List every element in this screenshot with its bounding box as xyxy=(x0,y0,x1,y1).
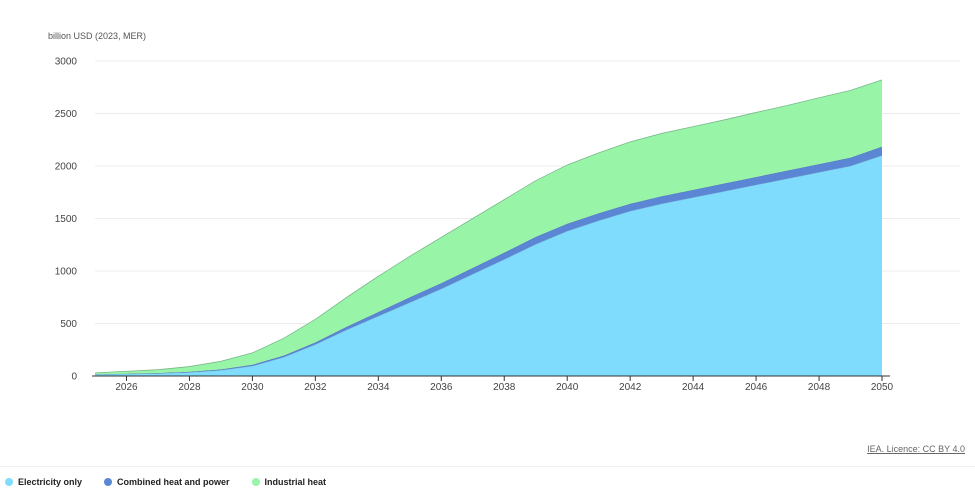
area-combined-heat-and-power xyxy=(95,146,882,375)
x-tick-label-2040: 2040 xyxy=(556,382,579,393)
y-tick-label-3000: 3000 xyxy=(55,57,78,68)
y-tick-label-2500: 2500 xyxy=(55,109,78,120)
legend-label-electricity-only: Electricity only xyxy=(18,477,83,487)
x-tick-label-2046: 2046 xyxy=(745,382,768,393)
legend-label-industrial-heat: Industrial heat xyxy=(264,477,327,487)
x-tick-label-2034: 2034 xyxy=(367,382,390,393)
x-tick-label-2038: 2038 xyxy=(493,382,516,393)
area-electricity-only xyxy=(95,155,882,376)
legend-item-electricity-only[interactable]: Electricity only xyxy=(5,477,82,487)
x-tick-label-2044: 2044 xyxy=(682,382,705,393)
licence-link[interactable]: IEA. Licence: CC BY 4.0 xyxy=(867,444,965,454)
x-tick-label-2030: 2030 xyxy=(241,382,264,393)
area-industrial-heat xyxy=(95,79,882,375)
x-tick-label-2048: 2048 xyxy=(808,382,831,393)
edge-industrial-heat xyxy=(94,79,883,374)
y-tick-label-0: 0 xyxy=(71,372,77,383)
combined-heat-and-power-swatch-icon xyxy=(104,478,113,486)
x-tick-label-2050: 2050 xyxy=(871,382,894,393)
y-axis-label: billion USD (2023, MER) xyxy=(48,31,147,41)
y-tick-label-2000: 2000 xyxy=(55,162,78,173)
x-tick-label-2042: 2042 xyxy=(619,382,642,393)
electricity-only-swatch-icon xyxy=(5,478,13,486)
legend: Electricity only Combined heat and power… xyxy=(5,477,326,487)
y-tick-label-500: 500 xyxy=(60,319,77,330)
legend-item-combined-heat-and-power[interactable]: Combined heat and power xyxy=(104,477,230,487)
y-tick-label-1500: 1500 xyxy=(55,214,78,225)
y-tick-label-1000: 1000 xyxy=(55,267,78,278)
legend-divider xyxy=(0,466,975,467)
area-chart: 0 500 1000 1500 2000 2500 3000 2026 2028 2030 2032… xyxy=(55,57,960,393)
x-tick-label-2026: 2026 xyxy=(115,382,138,393)
x-tick-label-2036: 2036 xyxy=(430,382,453,393)
industrial-heat-swatch-icon xyxy=(251,478,260,486)
x-tick-label-2028: 2028 xyxy=(178,382,201,393)
x-tick-label-2032: 2032 xyxy=(304,382,327,393)
legend-item-industrial-heat[interactable]: Industrial heat xyxy=(251,477,327,487)
legend-label-combined-heat-and-power: Combined heat and power xyxy=(117,477,230,487)
